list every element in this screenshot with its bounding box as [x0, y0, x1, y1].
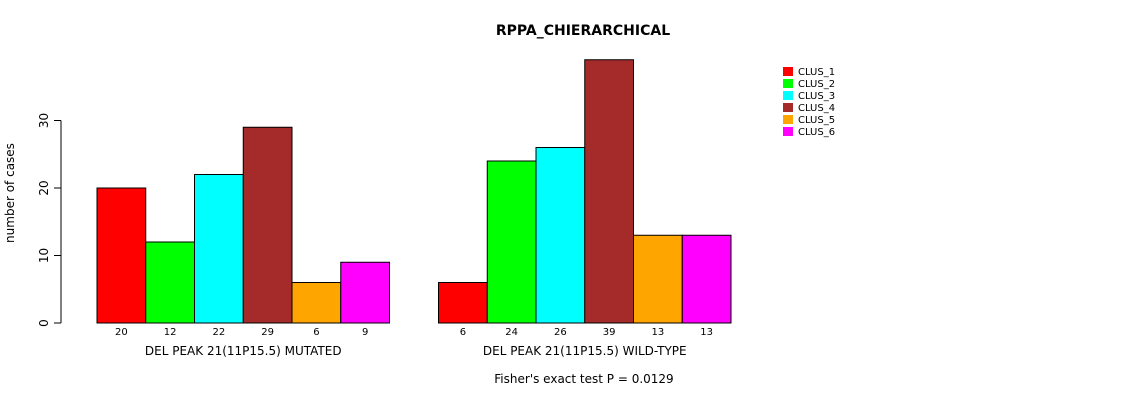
- bars: [96, 59, 732, 324]
- legend-swatch-clus-2: [783, 79, 793, 88]
- bar-value-label: 24: [505, 327, 518, 338]
- bar-value-label: 20: [115, 327, 128, 338]
- bar-value-label: 22: [213, 327, 226, 338]
- y-tick-label: 10: [37, 248, 51, 263]
- legend-label-clus-2: CLUS_2: [798, 79, 835, 90]
- bar-clus-4-group-1: [242, 126, 293, 324]
- group-label-1: DEL PEAK 21(11P15.5) MUTATED: [145, 344, 342, 358]
- bar-value-label: 13: [700, 327, 713, 338]
- bar-value-label: 12: [164, 327, 177, 338]
- y-axis: 0 10 20 30: [37, 113, 62, 327]
- y-tick-label: 0: [37, 319, 51, 327]
- bar-value-label: 29: [261, 327, 274, 338]
- bar-clus-3-group-1: [194, 174, 244, 324]
- legend-label-clus-3: CLUS_3: [798, 91, 835, 102]
- bar-clus-1-group-2: [438, 282, 488, 324]
- bar-value-label: 26: [554, 327, 567, 338]
- group-labels: DEL PEAK 21(11P15.5) MUTATED DEL PEAK 21(…: [145, 344, 687, 358]
- bar-clus-2-group-1: [145, 241, 195, 324]
- bar-value-labels: 20 12 22 29 6 9 6 24 26 39 13 13: [115, 327, 713, 338]
- legend-swatch-clus-3: [783, 91, 793, 100]
- bar-value-label: 6: [313, 327, 319, 338]
- bar-clus-1-group-1: [96, 187, 147, 324]
- chart-title: RPPA_CHIERARCHICAL: [496, 23, 670, 39]
- y-axis-label: number of cases: [3, 143, 17, 243]
- bar-value-label: 39: [603, 327, 616, 338]
- legend-label-clus-1: CLUS_1: [798, 67, 835, 78]
- legend-label-clus-6: CLUS_6: [798, 127, 835, 138]
- bar-clus-5-group-2: [633, 234, 683, 324]
- bar-clus-4-group-2: [584, 59, 634, 324]
- bar-clus-3-group-2: [535, 147, 586, 324]
- legend-swatch-clus-1: [783, 67, 793, 76]
- legend-swatch-clus-5: [783, 115, 793, 124]
- bar-clus-6-group-1: [340, 261, 390, 324]
- legend-label-clus-5: CLUS_5: [798, 115, 835, 126]
- bar-clus-2-group-2: [486, 160, 537, 324]
- bar-clus-6-group-2: [681, 234, 732, 324]
- legend-label-clus-4: CLUS_4: [798, 103, 835, 114]
- group-label-2: DEL PEAK 21(11P15.5) WILD-TYPE: [483, 344, 687, 358]
- legend-swatch-clus-4: [783, 103, 793, 112]
- y-tick-label: 20: [37, 180, 51, 195]
- legend-swatch-clus-6: [783, 127, 793, 136]
- bar-value-label: 9: [362, 327, 368, 338]
- fisher-test-footnote: Fisher's exact test P = 0.0129: [494, 372, 673, 386]
- bar-value-label: 6: [460, 327, 466, 338]
- bar-value-label: 13: [652, 327, 665, 338]
- y-tick-label: 30: [37, 113, 51, 128]
- bar-clus-5-group-1: [291, 282, 342, 324]
